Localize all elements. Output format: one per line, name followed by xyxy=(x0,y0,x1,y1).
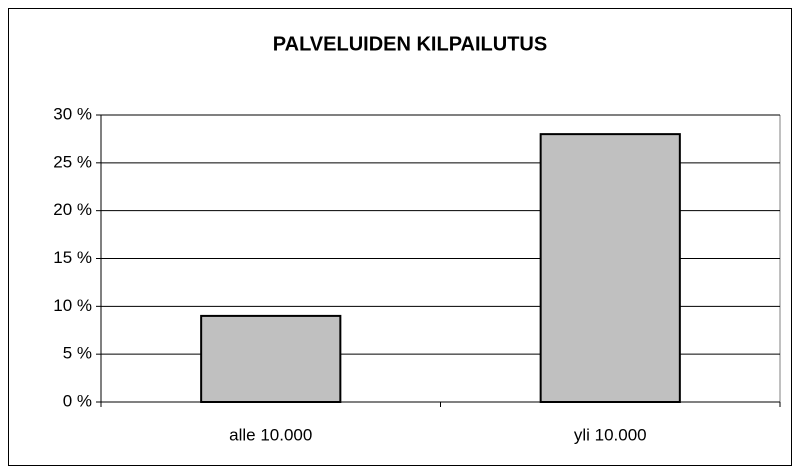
y-tick-label: 30 % xyxy=(53,104,92,123)
x-tick-label: alle 10.000 xyxy=(229,425,312,444)
y-tick-label: 0 % xyxy=(63,391,92,410)
y-tick-label: 10 % xyxy=(53,296,92,315)
chart-title: PALVELUIDEN KILPAILUTUS xyxy=(273,33,547,55)
bar xyxy=(539,133,681,403)
y-tick-label: 5 % xyxy=(63,344,92,363)
y-tick-label: 25 % xyxy=(53,152,92,171)
bar xyxy=(200,314,342,403)
y-tick-label: 15 % xyxy=(53,248,92,267)
y-tick-label: 20 % xyxy=(53,200,92,219)
x-tick-label: yli 10.000 xyxy=(574,425,647,444)
